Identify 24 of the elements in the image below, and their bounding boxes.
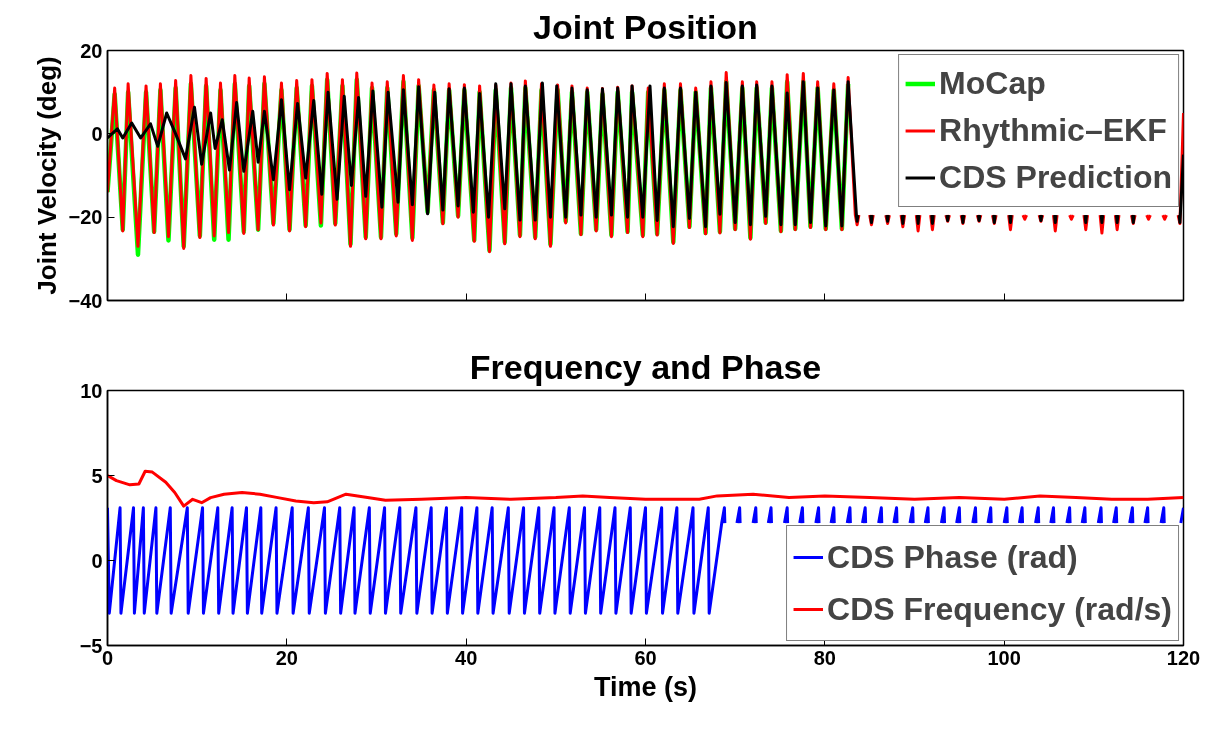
y-tick-label: −5 <box>79 634 103 657</box>
x-tick-label: 80 <box>813 646 836 669</box>
x-tick-label: 60 <box>634 646 657 669</box>
y-tick-label: 10 <box>80 379 103 402</box>
y-tick-label: 5 <box>91 464 103 487</box>
legend-label: CDS Phase (rad) <box>827 537 1078 577</box>
y-tick-label: −40 <box>68 289 103 312</box>
legend-label: Rhythmic–EKF <box>939 111 1167 150</box>
chart-title: Joint Position <box>533 7 758 46</box>
y-axis-title: Joint Velocity (deg) <box>31 56 62 295</box>
y-tick-label: −20 <box>68 206 103 229</box>
x-tick-label: 40 <box>455 646 478 669</box>
y-tick-label: 20 <box>80 39 103 62</box>
chart-title: Frequency and Phase <box>469 347 822 386</box>
y-tick-label: 0 <box>91 122 103 145</box>
x-axis-title: Time (s) <box>593 671 698 702</box>
legend-label: CDS Prediction <box>939 158 1172 197</box>
y-tick-label: 0 <box>91 549 103 572</box>
legend-label: CDS Frequency (rad/s) <box>827 589 1172 629</box>
legend-label: MoCap <box>939 64 1046 103</box>
line-series <box>107 469 1184 508</box>
x-tick-label: 20 <box>275 646 298 669</box>
x-tick-label: 120 <box>1166 646 1201 669</box>
x-tick-label: 100 <box>987 646 1021 669</box>
